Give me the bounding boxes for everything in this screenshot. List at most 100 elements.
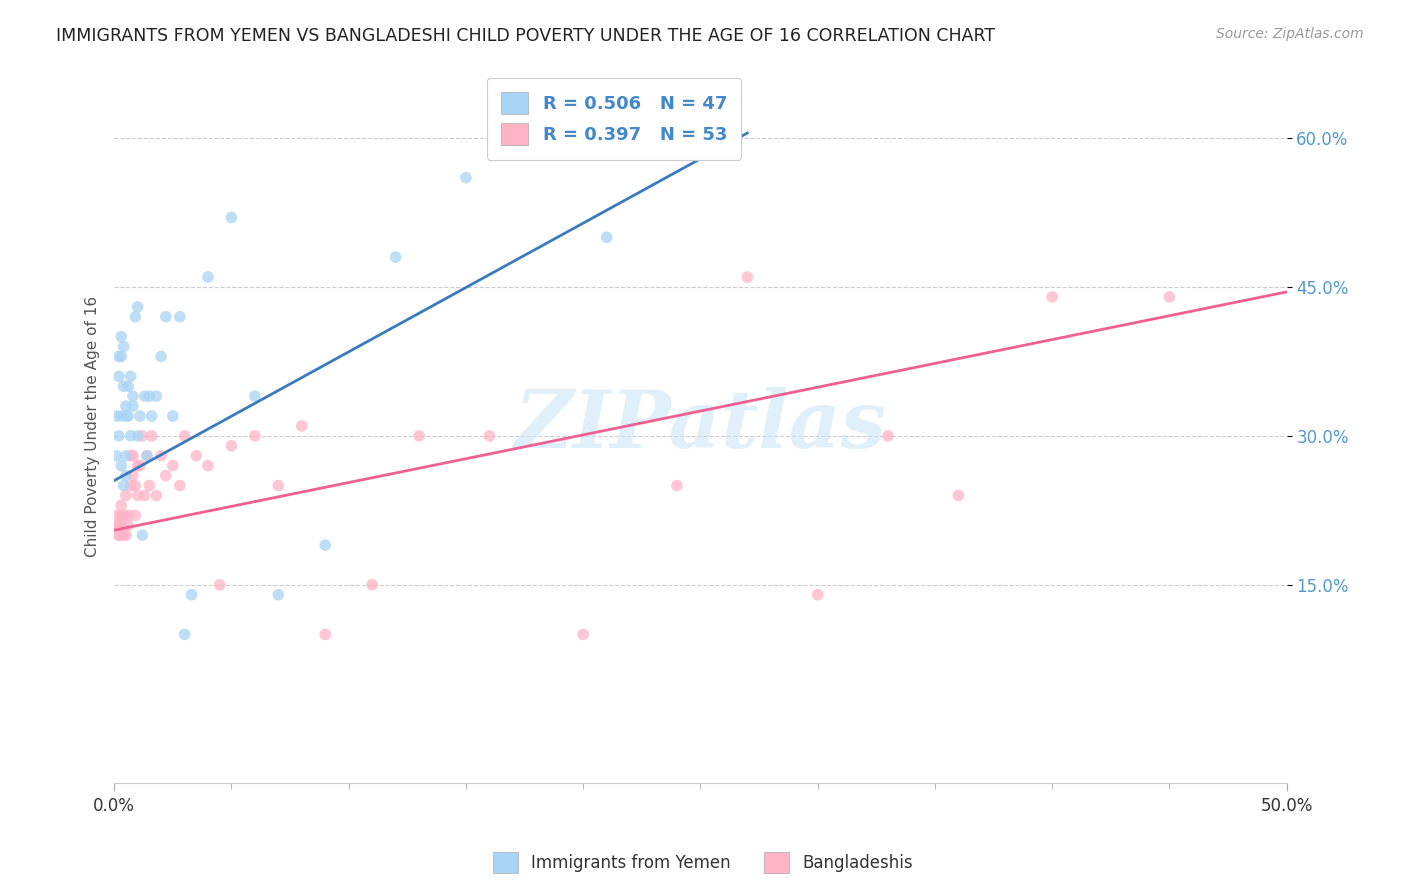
Point	[122, 449, 145, 463]
Point	[115, 528, 138, 542]
Point	[105, 518, 128, 533]
Point	[361, 578, 384, 592]
Text: ZIPatlas: ZIPatlas	[515, 387, 886, 465]
Point	[108, 528, 131, 542]
Point	[124, 310, 146, 324]
Point	[112, 528, 135, 542]
Point	[105, 449, 128, 463]
Point	[110, 409, 132, 423]
Point	[124, 508, 146, 523]
Point	[117, 379, 139, 393]
Point	[112, 379, 135, 393]
Point	[108, 518, 131, 533]
Point	[136, 449, 159, 463]
Point	[108, 528, 131, 542]
Point	[122, 389, 145, 403]
Point	[110, 518, 132, 533]
Point	[291, 419, 314, 434]
Point	[208, 578, 231, 592]
Point	[314, 627, 336, 641]
Point	[122, 399, 145, 413]
Point	[314, 538, 336, 552]
Point	[138, 478, 160, 492]
Point	[173, 429, 195, 443]
Point	[110, 329, 132, 343]
Point	[134, 389, 156, 403]
Point	[948, 488, 970, 502]
Point	[572, 627, 595, 641]
Point	[1040, 290, 1063, 304]
Point	[169, 310, 191, 324]
Point	[877, 429, 900, 443]
Point	[134, 488, 156, 502]
Point	[110, 458, 132, 473]
Point	[127, 488, 149, 502]
Point	[454, 170, 477, 185]
Point	[120, 478, 142, 492]
Point	[807, 588, 830, 602]
Point	[186, 449, 208, 463]
Point	[115, 449, 138, 463]
Point	[197, 270, 219, 285]
Point	[243, 389, 266, 403]
Point	[478, 429, 501, 443]
Point	[105, 508, 128, 523]
Point	[162, 409, 184, 423]
Point	[384, 250, 406, 264]
Legend: Immigrants from Yemen, Bangladeshis: Immigrants from Yemen, Bangladeshis	[486, 846, 920, 880]
Point	[129, 409, 152, 423]
Point	[120, 429, 142, 443]
Point	[595, 230, 617, 244]
Point	[108, 429, 131, 443]
Point	[129, 458, 152, 473]
Point	[110, 350, 132, 364]
Point	[243, 429, 266, 443]
Point	[155, 310, 177, 324]
Point	[108, 350, 131, 364]
Point	[115, 409, 138, 423]
Legend: R = 0.506   N = 47, R = 0.397   N = 53: R = 0.506 N = 47, R = 0.397 N = 53	[486, 78, 741, 160]
Point	[110, 508, 132, 523]
Point	[115, 468, 138, 483]
Text: IMMIGRANTS FROM YEMEN VS BANGLADESHI CHILD POVERTY UNDER THE AGE OF 16 CORRELATI: IMMIGRANTS FROM YEMEN VS BANGLADESHI CHI…	[56, 27, 995, 45]
Point	[155, 468, 177, 483]
Point	[145, 389, 167, 403]
Text: Source: ZipAtlas.com: Source: ZipAtlas.com	[1216, 27, 1364, 41]
Point	[169, 478, 191, 492]
Point	[665, 478, 688, 492]
Point	[127, 429, 149, 443]
Point	[127, 300, 149, 314]
Point	[150, 449, 173, 463]
Point	[108, 369, 131, 384]
Point	[131, 528, 153, 542]
Point	[136, 449, 159, 463]
Point	[127, 458, 149, 473]
Point	[117, 518, 139, 533]
Point	[115, 488, 138, 502]
Point	[162, 458, 184, 473]
Point	[112, 508, 135, 523]
Point	[1159, 290, 1181, 304]
Point	[713, 121, 735, 136]
Point	[408, 429, 430, 443]
Point	[267, 588, 290, 602]
Point	[221, 211, 243, 225]
Point	[141, 429, 163, 443]
Point	[105, 409, 128, 423]
Point	[173, 627, 195, 641]
Y-axis label: Child Poverty Under the Age of 16: Child Poverty Under the Age of 16	[86, 295, 100, 557]
Point	[145, 488, 167, 502]
Point	[124, 478, 146, 492]
Point	[117, 508, 139, 523]
Point	[197, 458, 219, 473]
Point	[737, 270, 759, 285]
Point	[120, 449, 142, 463]
Point	[115, 399, 138, 413]
Point	[150, 350, 173, 364]
Point	[112, 339, 135, 353]
Point	[120, 369, 142, 384]
Point	[117, 409, 139, 423]
Point	[221, 439, 243, 453]
Point	[180, 588, 202, 602]
Point	[110, 499, 132, 513]
